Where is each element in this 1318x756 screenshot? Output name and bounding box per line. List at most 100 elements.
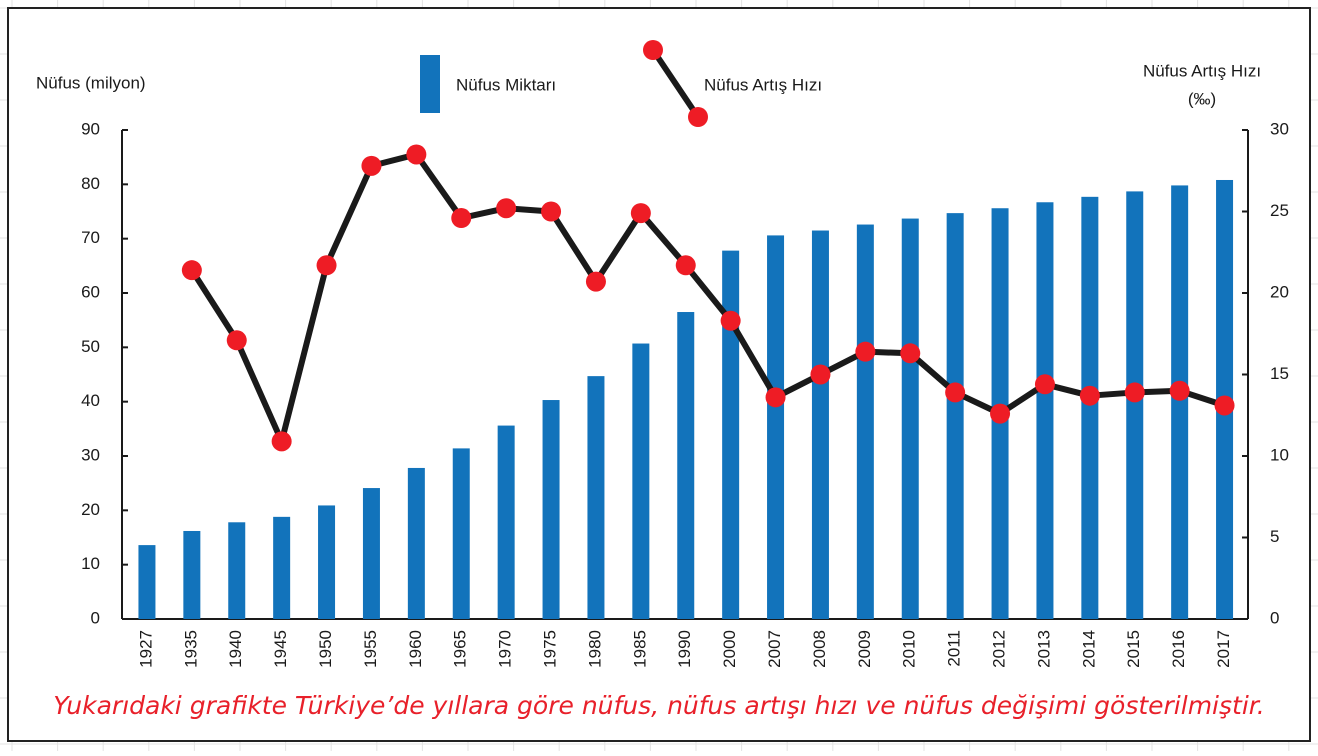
x-tick-label: 2013 <box>1034 630 1053 668</box>
bar <box>1036 202 1054 619</box>
x-tick-label: 1985 <box>630 630 649 668</box>
bar <box>228 522 246 619</box>
bar <box>722 250 740 619</box>
marker <box>630 203 651 224</box>
bar <box>183 530 201 619</box>
marker <box>855 341 876 362</box>
legend-label: Nüfus Miktarı <box>456 75 556 94</box>
y2-axis-title: (‰) <box>1188 89 1216 108</box>
y-tick-label: 80 <box>81 174 100 193</box>
bar <box>452 448 470 619</box>
caption: Yukarıdaki grafikte Türkiye’de yıllara g… <box>53 691 1264 720</box>
bar <box>362 488 380 619</box>
x-tick-label: 1955 <box>361 630 380 668</box>
x-tick-label: 2014 <box>1079 630 1098 668</box>
bar <box>1081 196 1099 619</box>
bar <box>901 218 919 619</box>
y2-tick-label: 25 <box>1270 201 1289 220</box>
marker <box>585 271 606 292</box>
y-axis-title: Nüfus (milyon) <box>36 73 146 92</box>
marker <box>541 201 562 222</box>
legend-line <box>650 48 701 119</box>
marker <box>451 208 472 229</box>
bar <box>318 505 336 619</box>
bar <box>946 213 964 619</box>
marker <box>496 198 517 219</box>
x-tick-label: 2009 <box>855 630 874 668</box>
y2-tick-label: 15 <box>1270 364 1289 383</box>
marker <box>1214 395 1235 416</box>
marker <box>810 364 831 385</box>
y-tick-label: 40 <box>81 391 100 410</box>
y2-axis-title: Nüfus Artış Hızı <box>1143 61 1261 80</box>
y2-tick-label: 10 <box>1270 445 1289 464</box>
marker <box>1124 382 1145 403</box>
marker <box>406 144 427 165</box>
bar <box>811 230 829 619</box>
y-tick-label: 0 <box>91 608 100 627</box>
y2-tick-label: 5 <box>1270 527 1279 546</box>
bar <box>1171 185 1189 620</box>
x-tick-label: 2007 <box>765 630 784 668</box>
x-tick-label: 1970 <box>496 630 515 668</box>
bar <box>1126 191 1144 619</box>
marker <box>945 382 966 403</box>
x-labels: 1927 1935 1940 1945 1950 1955 1960 1965 1970 1975… <box>136 630 1233 668</box>
y-tick-label: 30 <box>81 445 100 464</box>
legend-marker <box>643 40 663 60</box>
x-tick-label: 1940 <box>226 630 245 668</box>
marker <box>900 343 921 364</box>
x-tick-label: 2000 <box>720 630 739 668</box>
marker <box>361 155 382 176</box>
y-tick-label: 10 <box>81 554 100 573</box>
x-tick-label: 2017 <box>1214 630 1233 668</box>
x-tick-label: 1935 <box>181 630 200 668</box>
marker <box>181 260 202 281</box>
y2-tick-label: 30 <box>1270 119 1289 138</box>
marker <box>1079 385 1100 406</box>
y2-tick-label: 0 <box>1270 608 1279 627</box>
y-tick-label: 20 <box>81 500 100 519</box>
bar <box>767 235 785 619</box>
marker <box>990 403 1011 424</box>
legend-label: Nüfus Artış Hızı <box>704 75 822 94</box>
legend-swatch <box>420 55 440 113</box>
marker <box>720 310 741 331</box>
bar <box>407 467 425 619</box>
x-tick-label: 1965 <box>451 630 470 668</box>
x-tick-label: 2012 <box>990 630 1009 668</box>
y-tick-label: 90 <box>81 119 100 138</box>
marker <box>226 330 247 351</box>
y-tick-label: 70 <box>81 228 100 247</box>
x-tick-label: 1945 <box>271 630 290 668</box>
bar <box>587 376 605 619</box>
marker <box>271 431 292 452</box>
marker <box>765 387 786 408</box>
bar <box>677 312 695 619</box>
marker <box>1034 374 1055 395</box>
bar <box>273 516 291 619</box>
marker <box>675 255 696 276</box>
legend-marker <box>688 107 708 127</box>
x-tick-label: 1960 <box>406 630 425 668</box>
bar <box>497 425 515 619</box>
plot-bg <box>9 9 1309 740</box>
bar <box>138 545 156 619</box>
marker <box>1169 380 1190 401</box>
x-tick-label: 1950 <box>316 630 335 668</box>
y-tick-label: 60 <box>81 282 100 301</box>
bar <box>632 343 650 619</box>
x-tick-label: 2010 <box>900 630 919 668</box>
x-tick-label: 1980 <box>585 630 604 668</box>
x-tick-label: 2011 <box>945 630 964 667</box>
x-tick-label: 2016 <box>1169 630 1188 668</box>
frame <box>7 7 1311 742</box>
x-tick-label: 2015 <box>1124 630 1143 668</box>
x-tick-label: 1927 <box>136 630 155 668</box>
bar <box>542 400 560 619</box>
marker <box>316 255 337 276</box>
x-tick-label: 2008 <box>810 630 829 668</box>
x-tick-label: 1975 <box>541 630 560 668</box>
x-tick-label: 1990 <box>675 630 694 668</box>
